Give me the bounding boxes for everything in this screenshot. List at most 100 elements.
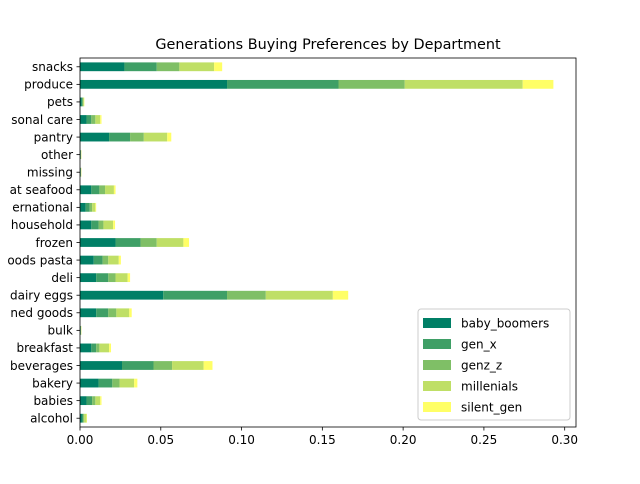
bar-gen-x-babies	[86, 396, 92, 405]
bar-baby-boomers-household	[80, 221, 91, 230]
y-tick-label-babies: babies	[33, 394, 73, 408]
bar-millenials-dairy-eggs	[266, 291, 333, 300]
y-tick-label-bulk: bulk	[47, 324, 73, 338]
bar-genz-z-deli	[108, 273, 115, 282]
legend-label-silent-gen: silent_gen	[461, 401, 522, 415]
bar-silent-gen-beverages	[204, 361, 213, 370]
y-tick-label-pets: pets	[47, 95, 73, 109]
bar-baby-boomers-international	[80, 203, 86, 212]
bar-silent-gen-dry-goods-pasta	[119, 256, 121, 265]
bar-silent-gen-snacks	[214, 62, 222, 71]
bar-millenials-breakfast	[99, 344, 109, 353]
bar-genz-z-breakfast	[96, 344, 99, 353]
x-tick-label: 0.30	[551, 433, 578, 447]
bar-baby-boomers-breakfast	[80, 344, 91, 353]
bar-genz-z-bakery	[112, 379, 119, 388]
bar-gen-x-produce	[227, 80, 338, 89]
y-tick-label-missing: missing	[27, 166, 73, 180]
bar-gen-x-dry-goods-pasta	[94, 256, 103, 265]
bar-millenials-pantry	[144, 133, 167, 142]
bar-gen-x-snacks	[124, 62, 156, 71]
bar-baby-boomers-produce	[80, 80, 227, 89]
bar-millenials-frozen	[157, 238, 184, 247]
bar-silent-gen-pantry	[167, 133, 171, 142]
bar-baby-boomers-bakery	[80, 379, 99, 388]
bar-silent-gen-personal-care	[100, 115, 101, 124]
x-tick-label: 0.05	[147, 433, 174, 447]
x-tick-label: 0.25	[471, 433, 498, 447]
bar-genz-z-alcohol	[83, 414, 84, 423]
bar-genz-z-frozen	[141, 238, 157, 247]
bar-gen-x-household	[91, 221, 98, 230]
y-tick-label-meat-seafood: at seafood	[10, 183, 73, 197]
bar-baby-boomers-personal-care	[80, 115, 86, 124]
bar-genz-z-dairy-eggs	[227, 291, 266, 300]
y-tick-label-dairy-eggs: dairy eggs	[10, 289, 73, 303]
bar-millenials-babies	[95, 396, 100, 405]
bar-millenials-bakery	[120, 379, 135, 388]
y-tick-label-pantry: pantry	[34, 130, 73, 144]
bar-genz-z-dry-goods-pasta	[103, 256, 109, 265]
bar-silent-gen-bakery	[134, 379, 137, 388]
bar-millenials-alcohol	[84, 414, 86, 423]
bar-millenials-personal-care	[95, 115, 100, 124]
x-tick-label: 0.15	[309, 433, 336, 447]
bar-millenials-canned-goods	[116, 308, 129, 317]
chart-title: Generations Buying Preferences by Depart…	[155, 37, 501, 53]
bar-silent-gen-babies	[100, 396, 101, 405]
y-tick-label-deli: deli	[51, 271, 73, 285]
y-tick-label-international: ernational	[12, 201, 73, 215]
bar-silent-gen-household	[113, 221, 115, 230]
bar-genz-z-household	[99, 221, 104, 230]
bar-genz-z-produce	[339, 80, 405, 89]
bar-millenials-international	[92, 203, 95, 212]
legend-swatch-millenials	[423, 381, 451, 391]
bar-gen-x-canned-goods	[96, 308, 108, 317]
bar-baby-boomers-dry-goods-pasta	[80, 256, 94, 265]
bar-genz-z-pets	[82, 98, 83, 107]
bar-baby-boomers-dairy-eggs	[80, 291, 163, 300]
y-tick-label-canned-goods: ned goods	[10, 306, 73, 320]
bar-gen-x-dairy-eggs	[163, 291, 227, 300]
legend-swatch-gen-x	[423, 339, 451, 349]
bar-silent-gen-canned-goods	[129, 308, 131, 317]
bar-gen-x-bakery	[99, 379, 113, 388]
y-tick-label-alcohol: alcohol	[30, 412, 73, 426]
legend-swatch-silent-gen	[423, 402, 451, 412]
bar-baby-boomers-babies	[80, 396, 86, 405]
bar-gen-x-frozen	[116, 238, 141, 247]
bar-genz-z-meat-seafood	[99, 185, 105, 194]
legend-swatch-genz-z	[423, 360, 451, 370]
bar-baby-boomers-pantry	[80, 133, 109, 142]
legend-swatch-baby-boomers	[423, 318, 451, 328]
legend-label-genz-z: genz_z	[461, 359, 502, 373]
bar-gen-x-pantry	[109, 133, 130, 142]
bar-gen-x-pets	[82, 98, 83, 107]
bar-gen-x-breakfast	[91, 344, 96, 353]
bar-gen-x-personal-care	[86, 115, 91, 124]
bar-millenials-pets	[83, 98, 84, 107]
bar-silent-gen-dairy-eggs	[333, 291, 348, 300]
x-tick-label: 0.20	[390, 433, 417, 447]
x-tick-label: 0.10	[228, 433, 255, 447]
bar-genz-z-personal-care	[91, 115, 95, 124]
bar-millenials-meat-seafood	[105, 185, 114, 194]
bar-millenials-deli	[116, 273, 128, 282]
bar-millenials-produce	[405, 80, 523, 89]
bar-millenials-snacks	[179, 62, 214, 71]
legend-label-gen-x: gen_x	[461, 338, 497, 352]
y-tick-label-personal-care: sonal care	[11, 113, 73, 127]
bar-genz-z-pantry	[130, 133, 144, 142]
bar-genz-z-canned-goods	[108, 308, 116, 317]
bar-baby-boomers-deli	[80, 273, 96, 282]
bar-baby-boomers-meat-seafood	[80, 185, 91, 194]
bar-genz-z-international	[90, 203, 92, 212]
bar-gen-x-meat-seafood	[91, 185, 99, 194]
bar-millenials-dry-goods-pasta	[108, 256, 119, 265]
bar-baby-boomers-frozen	[80, 238, 116, 247]
bar-millenials-household	[103, 221, 113, 230]
bar-silent-gen-breakfast	[109, 344, 111, 353]
y-tick-label-frozen: frozen	[35, 236, 73, 250]
